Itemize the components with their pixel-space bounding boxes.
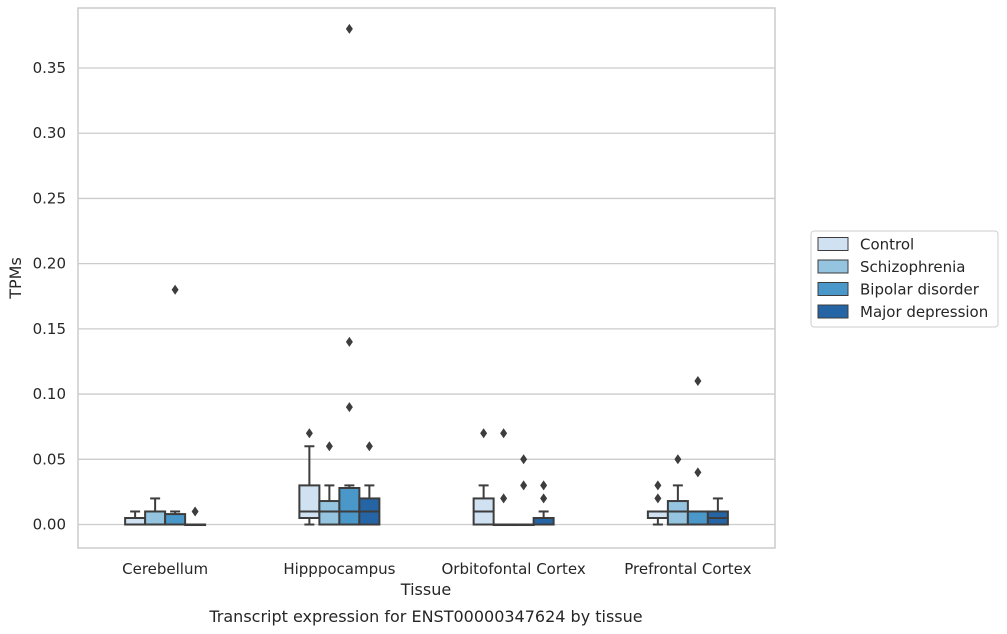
- box-body: [144, 510, 167, 526]
- legend-label: Control: [860, 236, 914, 254]
- box-control: [124, 510, 147, 526]
- box-series: [124, 23, 729, 527]
- outlier-point: [345, 23, 353, 34]
- x-tick-label: Cerebellum: [122, 560, 208, 578]
- y-tick-label: 0.30: [33, 124, 66, 142]
- x-tick-label: Prefrontal Cortex: [624, 560, 751, 578]
- legend-swatch: [817, 304, 849, 319]
- outlier-point: [305, 428, 313, 439]
- box-bipolar-disorder: [512, 454, 535, 527]
- outlier-point: [325, 441, 333, 452]
- box-control: [646, 480, 669, 526]
- plot-area-frame: [77, 7, 776, 549]
- outlier-point: [191, 506, 199, 517]
- grid-lines: [78, 67, 775, 526]
- box-control: [472, 428, 495, 526]
- outlier-point: [540, 480, 548, 491]
- legend-label: Bipolar disorder: [860, 281, 980, 299]
- y-tick-label: 0.25: [33, 189, 66, 207]
- outlier-point: [500, 428, 508, 439]
- box-body: [298, 484, 321, 519]
- box-schizophrenia: [144, 497, 167, 526]
- box-schizophrenia: [318, 441, 341, 526]
- x-axis-ticks: Cerebellum Hipppocampus Orbitofontal Corte…: [122, 560, 751, 578]
- box-schizophrenia: [492, 428, 515, 527]
- legend-label: Major depression: [860, 303, 988, 321]
- outlier-point: [171, 284, 179, 295]
- box-bipolar-disorder: [164, 284, 187, 526]
- y-tick-label: 0.15: [33, 320, 66, 338]
- y-tick-label: 0.35: [33, 59, 66, 77]
- outlier-point: [345, 402, 353, 413]
- legend-frame: [810, 230, 999, 328]
- x-axis-title: Tissue: [400, 580, 451, 599]
- box-control: [298, 428, 321, 526]
- outlier-point: [520, 454, 528, 465]
- box-major-depression: [184, 506, 207, 527]
- legend-swatch: [817, 237, 849, 251]
- y-tick-label: 0.20: [33, 255, 66, 273]
- y-tick-label: 0.05: [33, 450, 66, 468]
- box-major-depression: [358, 441, 381, 526]
- y-tick-label: 0.00: [33, 516, 66, 534]
- box-major-depression: [532, 480, 555, 526]
- outlier-point: [480, 428, 488, 439]
- box-body: [164, 513, 187, 526]
- outlier-point: [694, 376, 702, 387]
- y-axis-ticks: 0.00 0.05 0.10 0.15 0.20 0.25 0.30 0.35: [33, 59, 66, 534]
- box-body: [318, 500, 341, 526]
- outlier-point: [500, 493, 508, 504]
- outlier-point: [654, 493, 662, 504]
- box-body: [338, 487, 361, 526]
- outlier-point: [654, 480, 662, 491]
- legend: Control Schizophrenia Bipolar disorder Majo…: [810, 230, 999, 328]
- legend-swatch: [817, 259, 849, 274]
- box-schizophrenia: [666, 454, 689, 526]
- outlier-point: [365, 441, 373, 452]
- legend-swatch: [817, 282, 849, 296]
- x-tick-label: Hipppocampus: [283, 560, 395, 578]
- box-major-depression: [706, 497, 729, 526]
- box-bipolar-disorder: [686, 376, 709, 526]
- x-tick-label: Orbitofontal Cortex: [442, 560, 586, 578]
- outlier-point: [345, 336, 353, 347]
- box-body: [686, 510, 709, 526]
- outlier-point: [694, 467, 702, 478]
- outlier-point: [674, 454, 682, 465]
- y-tick-label: 0.10: [33, 385, 66, 403]
- box-bipolar-disorder: [338, 23, 361, 526]
- legend-label: Schizophrenia: [860, 258, 965, 276]
- outlier-point: [540, 493, 548, 504]
- chart-caption: Transcript expression for ENST0000034762…: [208, 607, 642, 626]
- y-axis-title: TPMs: [6, 257, 25, 300]
- outlier-point: [520, 480, 528, 491]
- box-body: [666, 500, 689, 526]
